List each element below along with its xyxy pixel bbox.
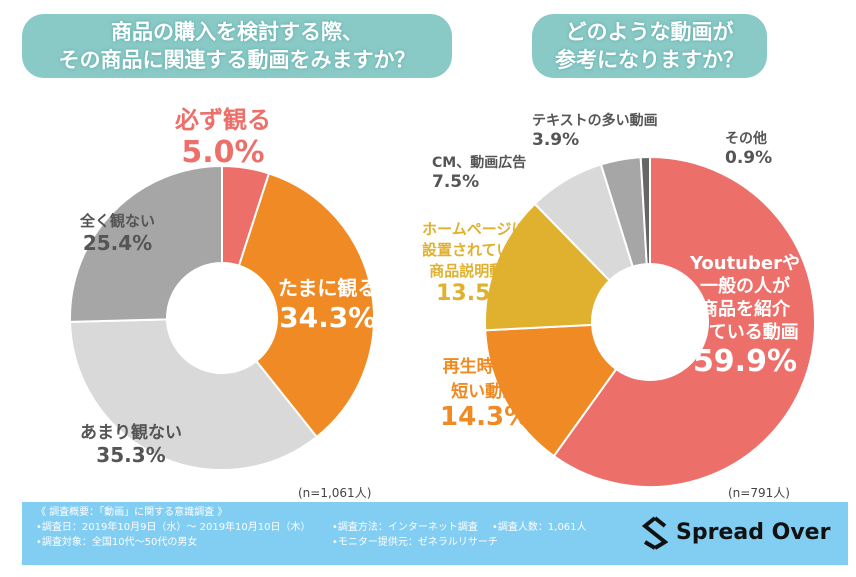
chart1-slice-5 <box>639 155 651 266</box>
label-other: その他 0.9% <box>725 131 773 168</box>
chart1-slice-2 <box>484 202 611 332</box>
survey-footer: 《 調査概要：「動画」に関する意識調査 》 •調査日：2019年10月9日（水）… <box>22 502 848 565</box>
left-n-label: (n=1,061人) <box>298 486 372 500</box>
label-short: 再生時間の 短い動画 14.3% <box>440 357 531 432</box>
label-rarely: あまり観ない 35.3% <box>80 423 182 467</box>
label-always: 必ず観る 5.0% <box>175 106 271 170</box>
chart1-slice-1 <box>484 323 618 458</box>
chart0-slice-1 <box>237 172 375 439</box>
label-homepage: ホームページに 設置されている 商品説明動画 13.5% <box>422 220 527 306</box>
label-youtuber: Youtuberや 一般の人が 商品を紹介 している動画 59.9% <box>690 253 800 379</box>
label-sometimes: たまに観る 34.3% <box>278 276 378 334</box>
chart0-slice-2 <box>69 318 319 471</box>
label-never: 全く観ない 25.4% <box>80 212 156 255</box>
left-chart-title: 商品の購入を検討する際、 その商品に関連する動画をみますか？ <box>22 14 452 78</box>
label-text: テキストの多い動画 3.9% <box>532 113 658 150</box>
right-chart-title: どのような動画が 参考になりますか？ <box>532 14 767 78</box>
right-n-label: (n=791人) <box>728 486 790 500</box>
chart1-slice-0 <box>552 155 816 488</box>
label-cm: CM、動画広告 7.5% <box>432 155 527 192</box>
brand-logo: Spread Over <box>642 516 830 550</box>
chart0-slice-3 <box>69 164 223 323</box>
logo-icon <box>642 516 668 550</box>
